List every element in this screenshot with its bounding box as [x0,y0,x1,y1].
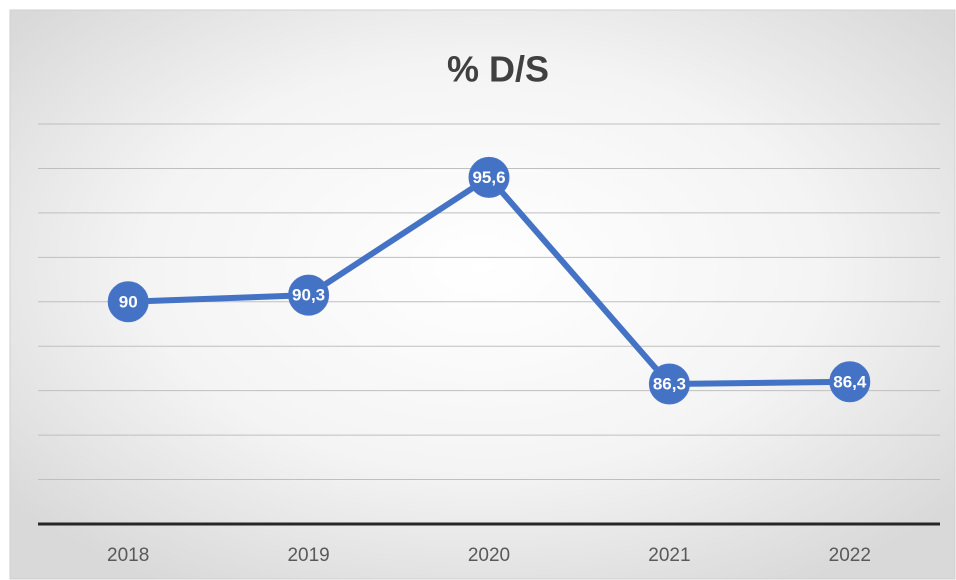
data-point [829,361,871,403]
data-point [107,281,149,323]
x-tick-label: 2019 [287,545,329,566]
data-point [288,274,330,316]
data-label: 95,6 [472,168,505,187]
data-label: 90 [119,292,138,311]
x-tick-label: 2020 [468,545,510,566]
x-tick-label: 2021 [648,545,690,566]
data-label: 90,3 [292,286,325,305]
data-label: 86,4 [833,372,867,391]
data-label: 86,3 [653,374,686,393]
x-tick-label: 2022 [829,545,871,566]
chart-background [9,9,956,580]
chart-title: % D/S [447,49,549,90]
data-point [648,363,690,405]
x-tick-label: 2018 [107,545,149,566]
data-point [468,156,510,198]
